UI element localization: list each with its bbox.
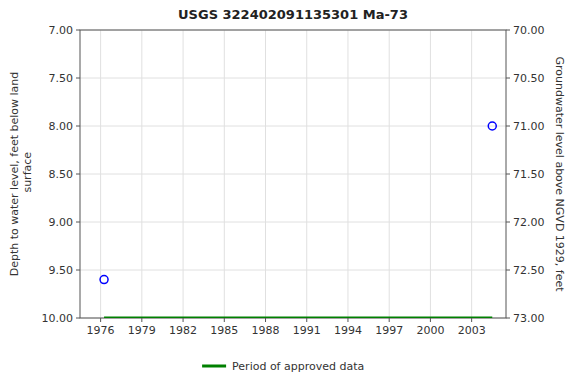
x-tick-label: 2000 [416, 324, 444, 337]
y2-tick [506, 78, 510, 79]
chart: 1976 1979 1982 1985 1988 1991 1994 1997 2000 2003… [0, 0, 576, 384]
x-tick [347, 318, 348, 322]
grid-line-y [80, 174, 506, 175]
y2-tick-label: 70.50 [513, 72, 545, 85]
y2-tick-label: 70.00 [513, 24, 545, 37]
grid-line-y [80, 270, 506, 271]
y2-tick-label: 72.00 [513, 216, 545, 229]
x-tick-label: 1994 [334, 324, 362, 337]
y-tick [76, 174, 80, 175]
data-point [488, 122, 496, 130]
y-tick-label: 9.00 [49, 216, 74, 229]
x-tick [306, 318, 307, 322]
plot-frame [80, 30, 506, 318]
x-tick-label: 1991 [293, 324, 321, 337]
x-tick [389, 318, 390, 322]
x-tick-label: 1997 [375, 324, 403, 337]
x-axis: 1976 1979 1982 1985 1988 1991 1994 1997 2000 2003 [87, 318, 486, 337]
legend-swatch [202, 365, 226, 368]
x-tick [224, 318, 225, 322]
x-tick-label: 1982 [169, 324, 197, 337]
title: USGS 322402091135301 Ma-73 [178, 7, 408, 22]
grid [80, 30, 506, 318]
x-tick [471, 318, 472, 322]
legend: Period of approved data [202, 360, 364, 373]
y2-tick [506, 174, 510, 175]
y2-tick [506, 270, 510, 271]
y2-tick [506, 318, 510, 319]
x-tick [265, 318, 266, 322]
y-tick [76, 270, 80, 271]
y2-tick-label: 71.50 [513, 168, 545, 181]
y2-tick [506, 222, 510, 223]
x-tick [141, 318, 142, 322]
x-tick-label: 1988 [252, 324, 280, 337]
y-tick-label: 10.00 [42, 312, 74, 325]
x-tick-label: 1985 [210, 324, 238, 337]
y2-tick [506, 30, 510, 31]
y-tick-label: 8.00 [49, 120, 74, 133]
y-tick [76, 30, 80, 31]
y-tick [76, 78, 80, 79]
background [0, 0, 576, 384]
x-tick-label: 1976 [87, 324, 115, 337]
y2-tick-label: 71.00 [513, 120, 545, 133]
y-tick-label: 9.50 [49, 264, 74, 277]
y2-axis: 73.00 72.50 72.00 71.50 71.00 70.50 70.00 [506, 24, 545, 325]
x-tick-label: 1979 [128, 324, 156, 337]
data-point [100, 276, 108, 284]
data-line [104, 317, 492, 319]
y-tick [76, 222, 80, 223]
y-tick-label: 7.50 [49, 72, 74, 85]
y2-axis-label: Groundwater level above NGVD 1929, feet [553, 56, 566, 292]
y2-tick-label: 72.50 [513, 264, 545, 277]
y-tick [76, 126, 80, 127]
grid-line-y [80, 126, 506, 127]
plot-area [100, 122, 496, 318]
y-axis-label-line: surface [21, 152, 34, 196]
y-tick-label: 8.50 [49, 168, 74, 181]
grid-line-y [80, 222, 506, 223]
y-tick-label: 7.00 [49, 24, 74, 37]
x-tick [430, 318, 431, 322]
y2-tick-label: 73.00 [513, 312, 545, 325]
x-tick [100, 318, 101, 322]
y-axis-label-line: Depth to water level, feet below land [8, 72, 21, 277]
y-tick [76, 318, 80, 319]
y-axis-label: Depth to water level, feet below land su… [8, 72, 34, 277]
legend-label: Period of approved data [232, 360, 364, 373]
y2-tick [506, 126, 510, 127]
y-axis: 7.00 7.50 8.00 8.50 9.00 9.50 10.00 [42, 24, 81, 325]
x-tick [183, 318, 184, 322]
grid-line-y [80, 78, 506, 79]
x-tick-label: 2003 [458, 324, 486, 337]
